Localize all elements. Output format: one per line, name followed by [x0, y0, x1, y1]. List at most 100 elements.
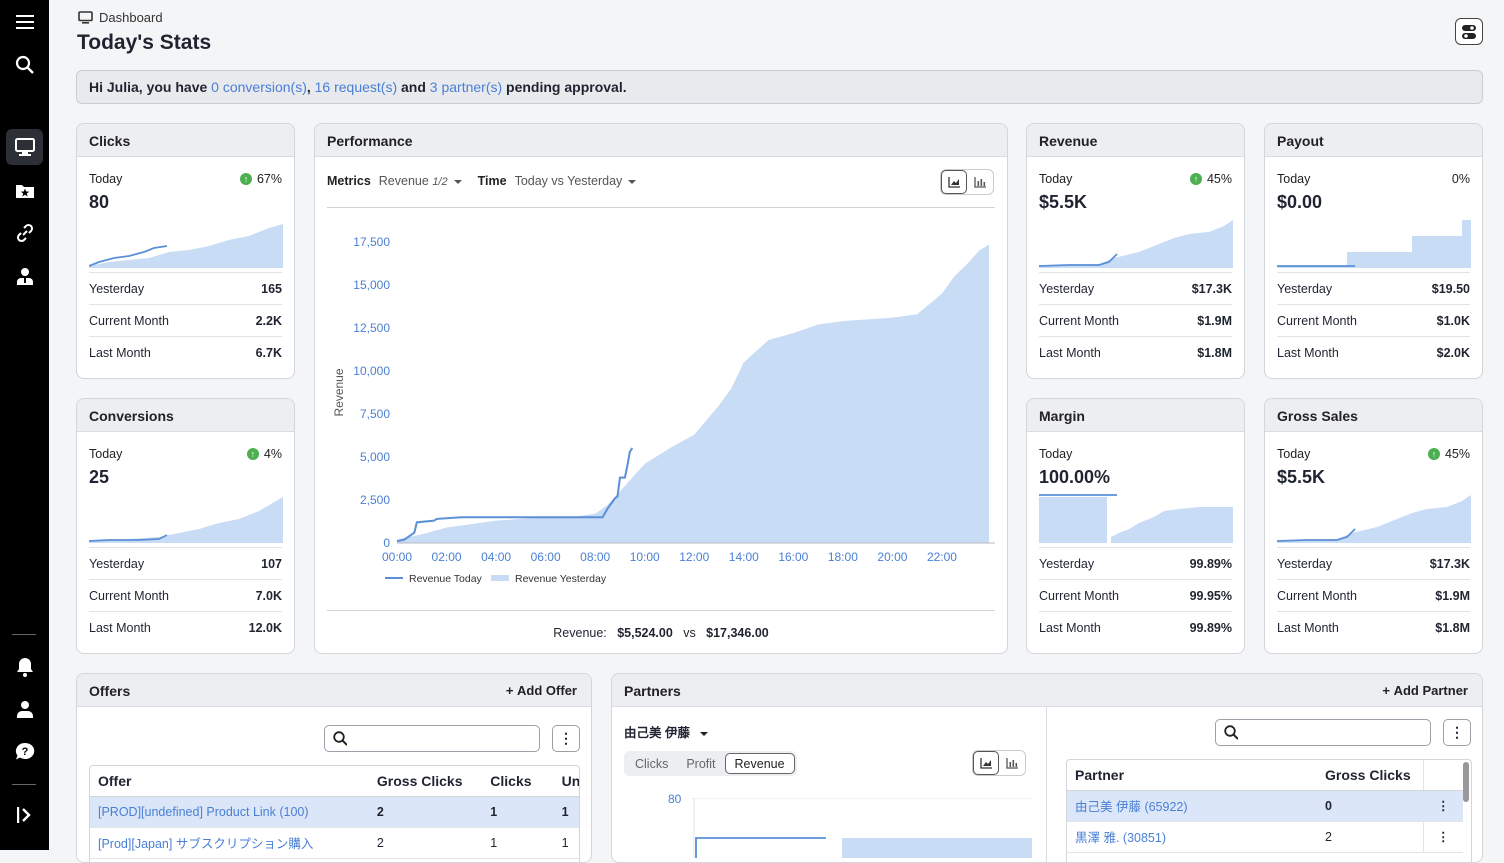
arrow-up-icon: ↑ — [1189, 173, 1202, 185]
partners-icon[interactable] — [6, 258, 43, 294]
row-more-icon[interactable]: ⋮ — [1422, 821, 1463, 853]
bar-chart-icon[interactable] — [967, 170, 993, 194]
card-title: Clicks — [77, 124, 294, 157]
summary-today: $5,524.00 — [617, 626, 673, 640]
table-row[interactable]: 由己美 伊藤 (65922) 0 ⋮ — [1067, 790, 1463, 822]
add-offer-button[interactable]: + Add Offer — [505, 683, 577, 698]
table-row[interactable]: [PROD][undefined] Product Link (100) 2 1… — [90, 796, 579, 828]
column-header — [1422, 760, 1463, 791]
stat-row-label: Current Month — [1277, 588, 1357, 603]
sidebar-nav: ? — [0, 0, 49, 850]
partners-search — [1215, 719, 1431, 746]
stat-row-label: Last Month — [1039, 345, 1101, 360]
tab-clicks[interactable]: Clicks — [635, 756, 669, 771]
partners-link[interactable]: 3 partner(s) — [429, 79, 503, 95]
offers-folder-icon[interactable] — [6, 172, 43, 208]
offers-more-button[interactable]: ⋮ — [552, 725, 580, 752]
tab-revenue[interactable]: Revenue — [724, 753, 795, 774]
partner-name[interactable]: 由己美 伊藤 (65922) — [1067, 790, 1317, 822]
unique-cell: 1 — [553, 827, 579, 859]
tab-profit[interactable]: Profit — [686, 756, 716, 771]
column-header[interactable]: Clicks — [482, 766, 554, 797]
svg-text:?: ? — [21, 746, 28, 758]
toggle-icon — [1462, 24, 1476, 39]
column-header[interactable]: Partner — [1067, 760, 1317, 791]
add-partner-button[interactable]: + Add Partner — [1382, 683, 1468, 698]
area-chart-icon[interactable] — [973, 751, 999, 775]
pending-approval-banner: Hi Julia, you have 0 conversion(s), 16 r… — [76, 70, 1483, 104]
stat-row: Yesterday 107 — [89, 547, 282, 579]
divider — [327, 207, 995, 208]
offers-search — [324, 725, 540, 752]
partner-metric-tabs: Clicks Profit Revenue — [624, 751, 797, 776]
stat-row: Current Month $1.0K — [1277, 304, 1470, 336]
legend-label: Revenue Today — [409, 573, 483, 585]
requests-link[interactable]: 16 request(s) — [314, 79, 398, 95]
breadcrumb[interactable]: Dashboard — [78, 10, 163, 25]
stat-row-label: Yesterday — [1277, 281, 1333, 296]
menu-icon[interactable] — [6, 4, 43, 40]
change-badge: ↑ 45% — [1427, 447, 1470, 461]
offers-title: Offers — [89, 683, 131, 699]
x-tick-label: 18:00 — [828, 550, 858, 564]
table-row[interactable]: [Prod][Japan] サブスクリプション購入 2 1 1 ⋮ — [90, 827, 579, 859]
stat-row: Last Month $1.8M — [1277, 611, 1470, 643]
metrics-dropdown[interactable]: Revenue 1/2 — [379, 174, 462, 188]
stat-row-label: Yesterday — [1039, 281, 1095, 296]
partners-search-input[interactable] — [1243, 725, 1430, 740]
column-header[interactable]: Offer — [90, 766, 369, 797]
time-dropdown[interactable]: Today vs Yesterday — [515, 174, 637, 188]
metrics-label: Metrics — [327, 174, 371, 188]
partner-name[interactable]: 黒澤 雅. (30851) — [1067, 821, 1317, 853]
stat-row: Last Month 6.7K — [89, 336, 282, 368]
offer-name[interactable]: [Prod][Japan] サブスクリプション購入 — [90, 827, 369, 859]
divider — [327, 610, 995, 611]
stat-row: Current Month $1.9M — [1277, 579, 1470, 611]
performance-summary: Revenue: $5,524.00 vs $17,346.00 — [315, 626, 1007, 640]
stat-row-label: Current Month — [1039, 588, 1119, 603]
column-header[interactable]: Gross Clicks — [1317, 760, 1423, 791]
stat-row-value: $19.50 — [1431, 281, 1470, 296]
today-label: Today — [1039, 447, 1073, 461]
metrics-value: Revenue — [378, 174, 429, 188]
user-icon[interactable] — [6, 691, 43, 727]
sidebar-divider — [12, 634, 36, 635]
column-header[interactable]: Unic — [553, 766, 579, 797]
stat-rows: Yesterday $17.3K Current Month $1.9M Last … — [1039, 272, 1232, 368]
y-tick-label: 12,500 — [353, 321, 390, 335]
expand-sidebar-icon[interactable] — [6, 797, 43, 833]
column-header[interactable]: Gross Clicks — [368, 766, 483, 797]
dashboard-icon — [78, 11, 93, 24]
area-chart-icon[interactable] — [941, 170, 967, 194]
search-icon — [1224, 725, 1238, 740]
time-label: Time — [477, 174, 507, 188]
change-pct: 0% — [1451, 172, 1470, 186]
stat-row-label: Last Month — [1277, 620, 1339, 635]
bar-chart-icon[interactable] — [999, 751, 1025, 775]
row-more-icon[interactable]: ⋮ — [1422, 790, 1463, 822]
performance-chart: 0 2,500 5,000 7,500 10,000 12,500 15,000 17,500… — [332, 235, 995, 585]
table-row[interactable]: 黒澤 雅. (30851) 2 ⋮ — [1067, 821, 1463, 853]
change-badge: ↑ 4% — [246, 447, 282, 461]
x-tick-label: 02:00 — [432, 550, 462, 564]
clicks-card: Clicks Today ↑ 67% 80 Yesterday 165 Curren… — [76, 123, 295, 379]
link-icon[interactable] — [6, 215, 43, 251]
conversions-link[interactable]: 0 conversion(s) — [211, 79, 307, 95]
card-title: Margin — [1027, 399, 1244, 432]
help-icon[interactable]: ? — [6, 734, 43, 770]
selected-partner: 由己美 伊藤 — [624, 726, 690, 740]
offers-search-input[interactable] — [352, 731, 539, 746]
partner-select-dropdown[interactable]: 由己美 伊藤 — [624, 722, 708, 741]
y-tick-label: 10,000 — [353, 364, 390, 378]
layout-toggle-button[interactable] — [1455, 18, 1483, 45]
banner-tail: pending approval. — [502, 79, 627, 95]
dashboard-icon[interactable] — [6, 129, 43, 165]
stat-row-label: Last Month — [1039, 620, 1101, 635]
offer-name[interactable]: [PROD][undefined] Product Link (100) — [90, 796, 369, 828]
scrollbar[interactable] — [1463, 762, 1469, 802]
search-icon[interactable] — [6, 47, 43, 83]
partners-more-button[interactable]: ⋮ — [1443, 719, 1471, 746]
change-pct: 45% — [1444, 447, 1470, 461]
card-title: Gross Sales — [1265, 399, 1482, 432]
bell-icon[interactable] — [6, 649, 43, 685]
